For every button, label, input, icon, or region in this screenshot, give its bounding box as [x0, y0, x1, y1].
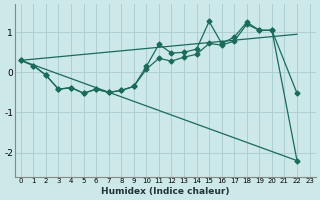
X-axis label: Humidex (Indice chaleur): Humidex (Indice chaleur)	[101, 187, 229, 196]
